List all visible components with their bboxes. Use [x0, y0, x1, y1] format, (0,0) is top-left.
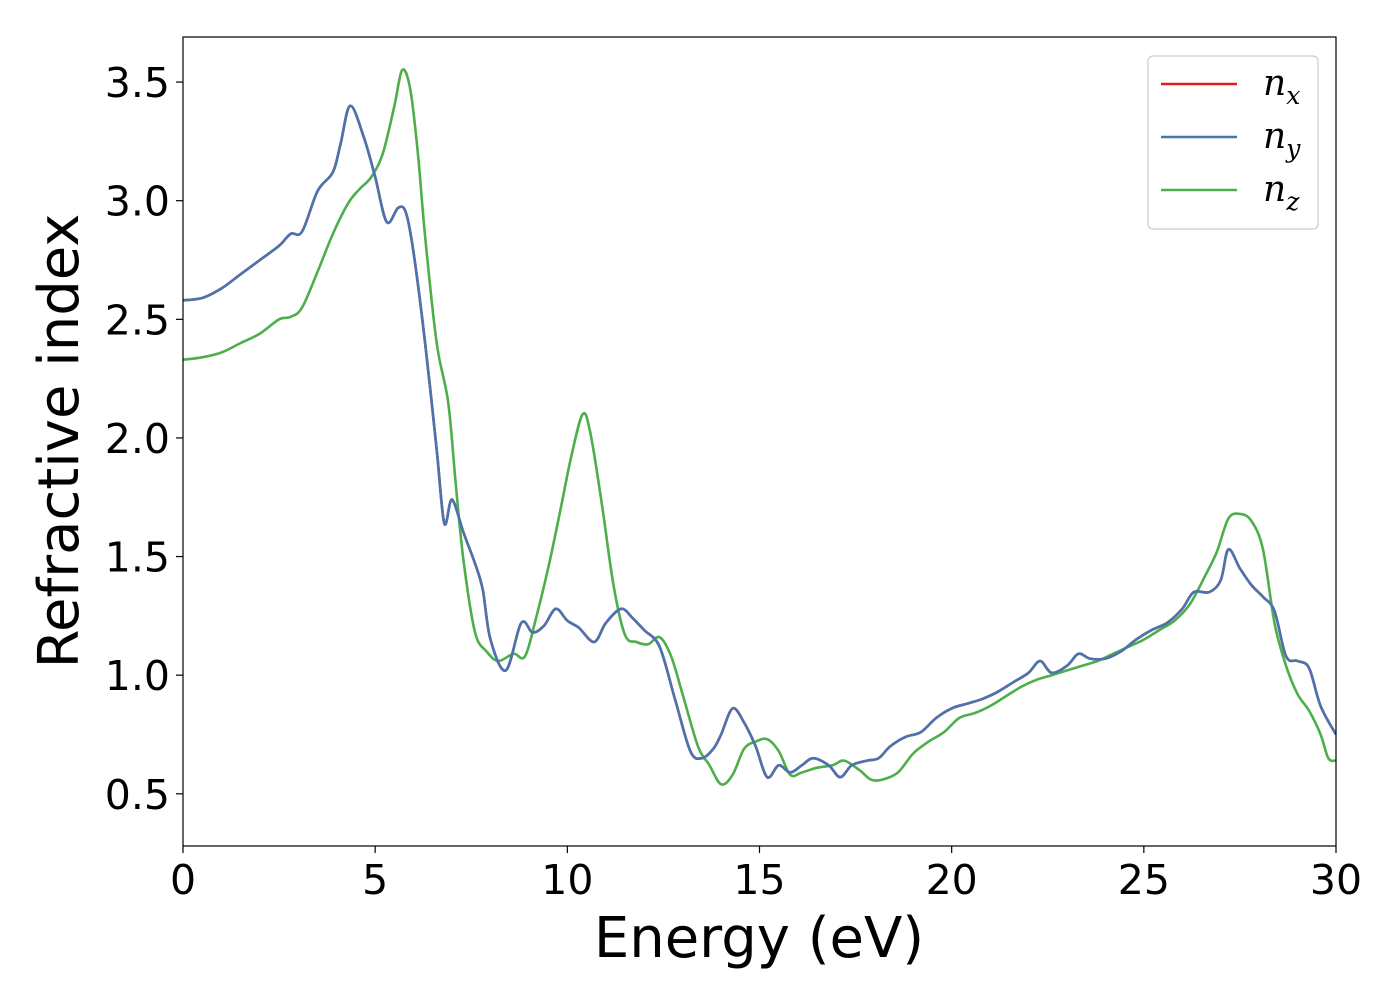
y-axis-title: Refractive index — [27, 214, 92, 669]
x-tick-label: 5 — [362, 856, 388, 904]
series-layer — [183, 68, 1336, 786]
y-tick-label: 2.0 — [105, 415, 170, 463]
x-tick-label: 0 — [170, 856, 196, 904]
series-line-n-z — [183, 68, 1336, 786]
x-tick-label: 25 — [1118, 856, 1170, 904]
legend-box — [1147, 55, 1319, 230]
y-tick-label: 0.5 — [105, 771, 170, 819]
x-tick-label: 30 — [1310, 856, 1362, 904]
x-tick-label: 15 — [733, 856, 785, 904]
y-tick-label: 3.5 — [105, 59, 170, 107]
y-tick-label: 3.0 — [105, 178, 170, 226]
legend-entry-label: nz — [1263, 169, 1300, 216]
x-axis: 0 5 10 15 20 25 30 — [170, 846, 1362, 904]
y-tick-label: 1.0 — [105, 652, 170, 700]
y-axis: 0.5 1.0 1.5 2.0 2.5 3.0 3.5 — [105, 59, 183, 819]
y-tick-label: 2.5 — [105, 296, 170, 344]
x-tick-label: 10 — [541, 856, 593, 904]
series-line-n-y — [183, 104, 1336, 779]
x-axis-title: Energy (eV) — [594, 906, 924, 971]
x-tick-label: 20 — [926, 856, 978, 904]
y-tick-label: 1.5 — [105, 534, 170, 582]
